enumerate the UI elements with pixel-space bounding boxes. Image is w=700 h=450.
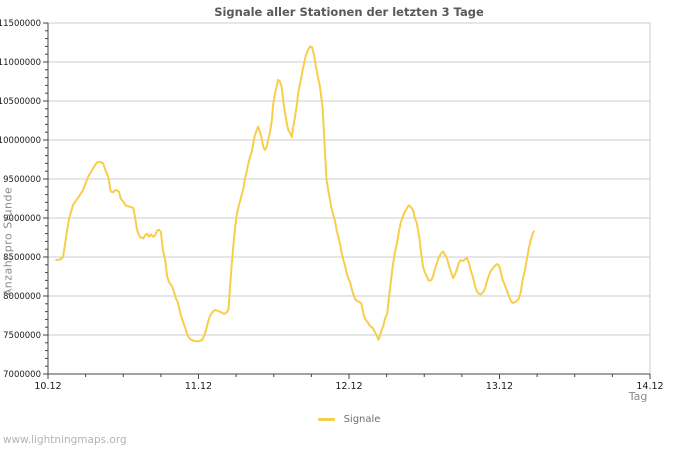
legend: Signale xyxy=(48,413,650,426)
svg-text:7000000: 7000000 xyxy=(3,370,41,380)
x-tick-labels: 10.12 11.12 12.12 13.12 14.12 xyxy=(34,381,663,392)
svg-text:7500000: 7500000 xyxy=(3,331,41,341)
svg-text:10.12: 10.12 xyxy=(34,381,61,392)
svg-text:9500000: 9500000 xyxy=(3,175,41,185)
svg-text:10500000: 10500000 xyxy=(0,97,41,107)
legend-line-swatch-icon xyxy=(317,418,335,421)
svg-text:11.12: 11.12 xyxy=(185,381,212,392)
y-axis-title: Anzahl pro Stunde xyxy=(1,186,15,297)
chart-title: Signale aller Stationen der letzten 3 Ta… xyxy=(214,5,484,19)
y-tick-labels: 7000000 7500000 8000000 8500000 9000000 95000… xyxy=(0,19,41,380)
y-axis-ticks xyxy=(43,22,48,375)
axes xyxy=(47,23,650,375)
svg-text:9000000: 9000000 xyxy=(3,214,41,224)
legend-label: Signale xyxy=(343,414,381,425)
svg-text:10000000: 10000000 xyxy=(0,136,41,146)
svg-text:14.12: 14.12 xyxy=(636,381,663,392)
x-axis-title: Tag xyxy=(628,390,648,403)
svg-text:13.12: 13.12 xyxy=(486,381,513,392)
svg-text:8000000: 8000000 xyxy=(3,292,41,302)
watermark: www.lightningmaps.org xyxy=(3,434,127,446)
svg-text:12.12: 12.12 xyxy=(335,381,362,392)
signale-line xyxy=(55,45,535,343)
svg-text:8500000: 8500000 xyxy=(3,253,41,263)
horizontal-gridlines xyxy=(48,22,650,375)
svg-text:11000000: 11000000 xyxy=(0,58,41,68)
svg-text:11500000: 11500000 xyxy=(0,19,41,29)
x-axis-ticks xyxy=(47,374,651,379)
